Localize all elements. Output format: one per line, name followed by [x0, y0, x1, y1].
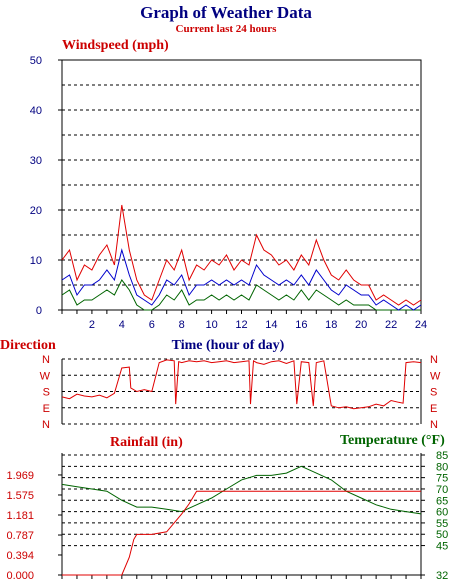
direction-left-tick-label: S: [43, 387, 50, 399]
temperature-label: Temperature (°F): [340, 433, 445, 448]
time-x-tick-label: 6: [149, 319, 155, 331]
temp-y-tick-label: 45: [436, 541, 448, 553]
time-x-tick-label: 20: [355, 319, 367, 331]
direction-left-tick-label: N: [42, 354, 50, 366]
windspeed-y-tick-label: 50: [30, 55, 42, 67]
direction-right-tick-label: E: [430, 403, 437, 415]
rainfall-label: Rainfall (in): [110, 435, 183, 450]
temp-y-tick-label: 75: [436, 473, 448, 485]
windspeed-min-series: [61, 279, 421, 311]
temp-y-tick-label: 55: [436, 518, 448, 530]
temp-y-tick-label: 32: [436, 570, 448, 582]
temp-y-tick-label: 70: [436, 484, 448, 496]
windspeed-y-tick-label: 0: [36, 305, 42, 317]
rain-y-tick-label: 1.181: [6, 510, 34, 522]
windspeed-y-tick-label: 40: [30, 105, 42, 117]
windspeed-max-series: [61, 204, 422, 306]
rainfall-series: [62, 490, 421, 576]
time-x-tick-label: 8: [179, 319, 185, 331]
time-x-tick-label: 24: [415, 319, 427, 331]
rain-y-tick-label: 1.969: [6, 470, 34, 482]
direction-right-tick-label: N: [430, 419, 438, 431]
rain-temp-panel: 0.000 0.394 0.787 1.181 1.575 1.969 32 45505560…: [6, 450, 448, 582]
direction-left-tick-label: N: [42, 419, 50, 431]
windspeed-y-tick-label: 20: [30, 205, 42, 217]
temperature-series: [61, 465, 422, 515]
windspeed-y-tick-label: 10: [30, 255, 42, 267]
windspeed-avg-series: [61, 248, 422, 311]
rain-y-tick-label: 0.000: [6, 570, 34, 582]
temp-y-tick-label: 50: [436, 529, 448, 541]
direction-right-tick-label: N: [430, 354, 438, 366]
temp-y-tick-label: 85: [436, 450, 448, 462]
time-x-tick-label: 14: [265, 319, 277, 331]
temp-y-tick-label: 60: [436, 507, 448, 519]
time-x-tick-label: 2: [89, 319, 95, 331]
time-x-tick-label: 4: [119, 319, 125, 331]
direction-left-tick-label: E: [43, 403, 50, 415]
direction-right-tick-label: W: [430, 370, 441, 382]
time-x-tick-label: 10: [205, 319, 217, 331]
temp-y-tick-label: 65: [436, 495, 448, 507]
time-axis-label: Time (hour of day): [172, 338, 285, 353]
windspeed-y-tick-label: 30: [30, 155, 42, 167]
chart-subtitle: Current last 24 hours: [176, 23, 278, 35]
rain-y-tick-label: 0.394: [6, 550, 34, 562]
direction-left-tick-label: W: [40, 370, 51, 382]
direction-right-tick-label: S: [430, 387, 437, 399]
windspeed-label: Windspeed (mph): [62, 38, 169, 53]
time-x-tick-label: 22: [385, 319, 397, 331]
direction-label: Direction: [0, 338, 56, 353]
rain-y-tick-label: 1.575: [6, 490, 34, 502]
temp-y-tick-label: 80: [436, 461, 448, 473]
direction-series: [61, 359, 422, 410]
chart-title: Graph of Weather Data: [140, 3, 312, 22]
direction-panel: N NW WS SE EN N: [40, 354, 441, 431]
time-x-tick-label: 16: [295, 319, 307, 331]
rain-y-tick-label: 0.787: [6, 530, 34, 542]
time-x-tick-label: 18: [325, 319, 337, 331]
time-x-tick-label: 12: [235, 319, 247, 331]
